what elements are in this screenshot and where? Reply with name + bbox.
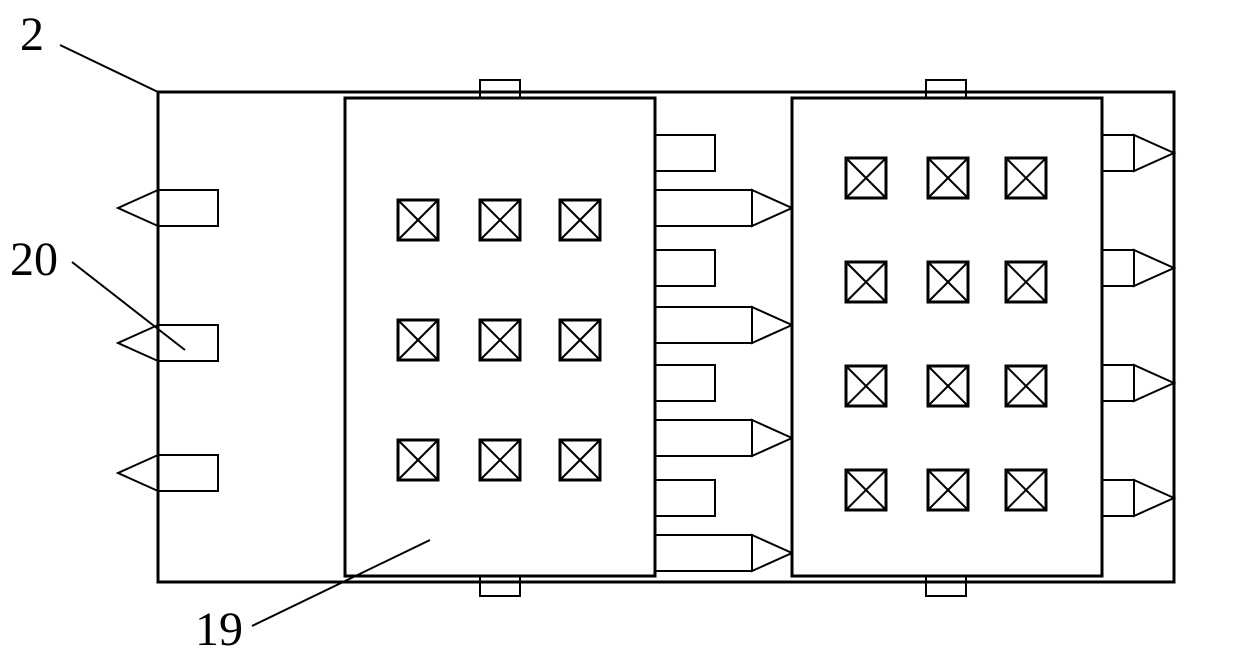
label-leftSpike: 20 [10, 233, 58, 286]
plate-right-tab-top [926, 80, 966, 98]
spike-tip [118, 325, 158, 361]
spike-body [655, 250, 715, 286]
spike-body [1102, 480, 1134, 516]
spike-body [655, 420, 752, 456]
spike-tip [752, 190, 792, 226]
spike-body [1102, 250, 1134, 286]
spike-body [158, 190, 218, 226]
leader-leftSpike [72, 262, 185, 350]
spike-tip [118, 455, 158, 491]
plate-left-body [345, 98, 655, 576]
spike [655, 535, 792, 571]
spike-body [655, 365, 715, 401]
spike-body [158, 325, 218, 361]
spike-body [655, 307, 752, 343]
spike [1102, 480, 1174, 516]
spike [118, 190, 218, 226]
spike [1102, 365, 1174, 401]
spike [655, 307, 792, 343]
spike [655, 190, 792, 226]
spike [1102, 135, 1174, 171]
spike [655, 420, 792, 456]
plate-left [345, 80, 655, 596]
spike-tip [118, 190, 158, 226]
spike-tip [752, 307, 792, 343]
spike-body [1102, 135, 1134, 171]
plate-left-tab-bottom [480, 576, 520, 596]
spike-tip [1134, 135, 1174, 171]
spike [118, 325, 218, 361]
spike-body [655, 535, 752, 571]
spike-body [1102, 365, 1134, 401]
spike-tip [752, 420, 792, 456]
plate-right [792, 80, 1102, 596]
leader-outerRect [60, 45, 158, 92]
spike-tip [752, 535, 792, 571]
spike-body [655, 135, 715, 171]
diagram-svg: 2 19 20 [0, 0, 1240, 666]
spike-body [158, 455, 218, 491]
spike-tip [1134, 250, 1174, 286]
label-outerRect: 2 [20, 8, 44, 61]
plate-right-tab-bottom [926, 576, 966, 596]
spike-body [655, 480, 715, 516]
plate-right-body [792, 98, 1102, 576]
label-leftPlate: 19 [195, 603, 243, 656]
spike [1102, 250, 1174, 286]
spike-body [655, 190, 752, 226]
spike-tip [1134, 365, 1174, 401]
spike [118, 455, 218, 491]
plate-left-tab-top [480, 80, 520, 98]
spike-tip [1134, 480, 1174, 516]
